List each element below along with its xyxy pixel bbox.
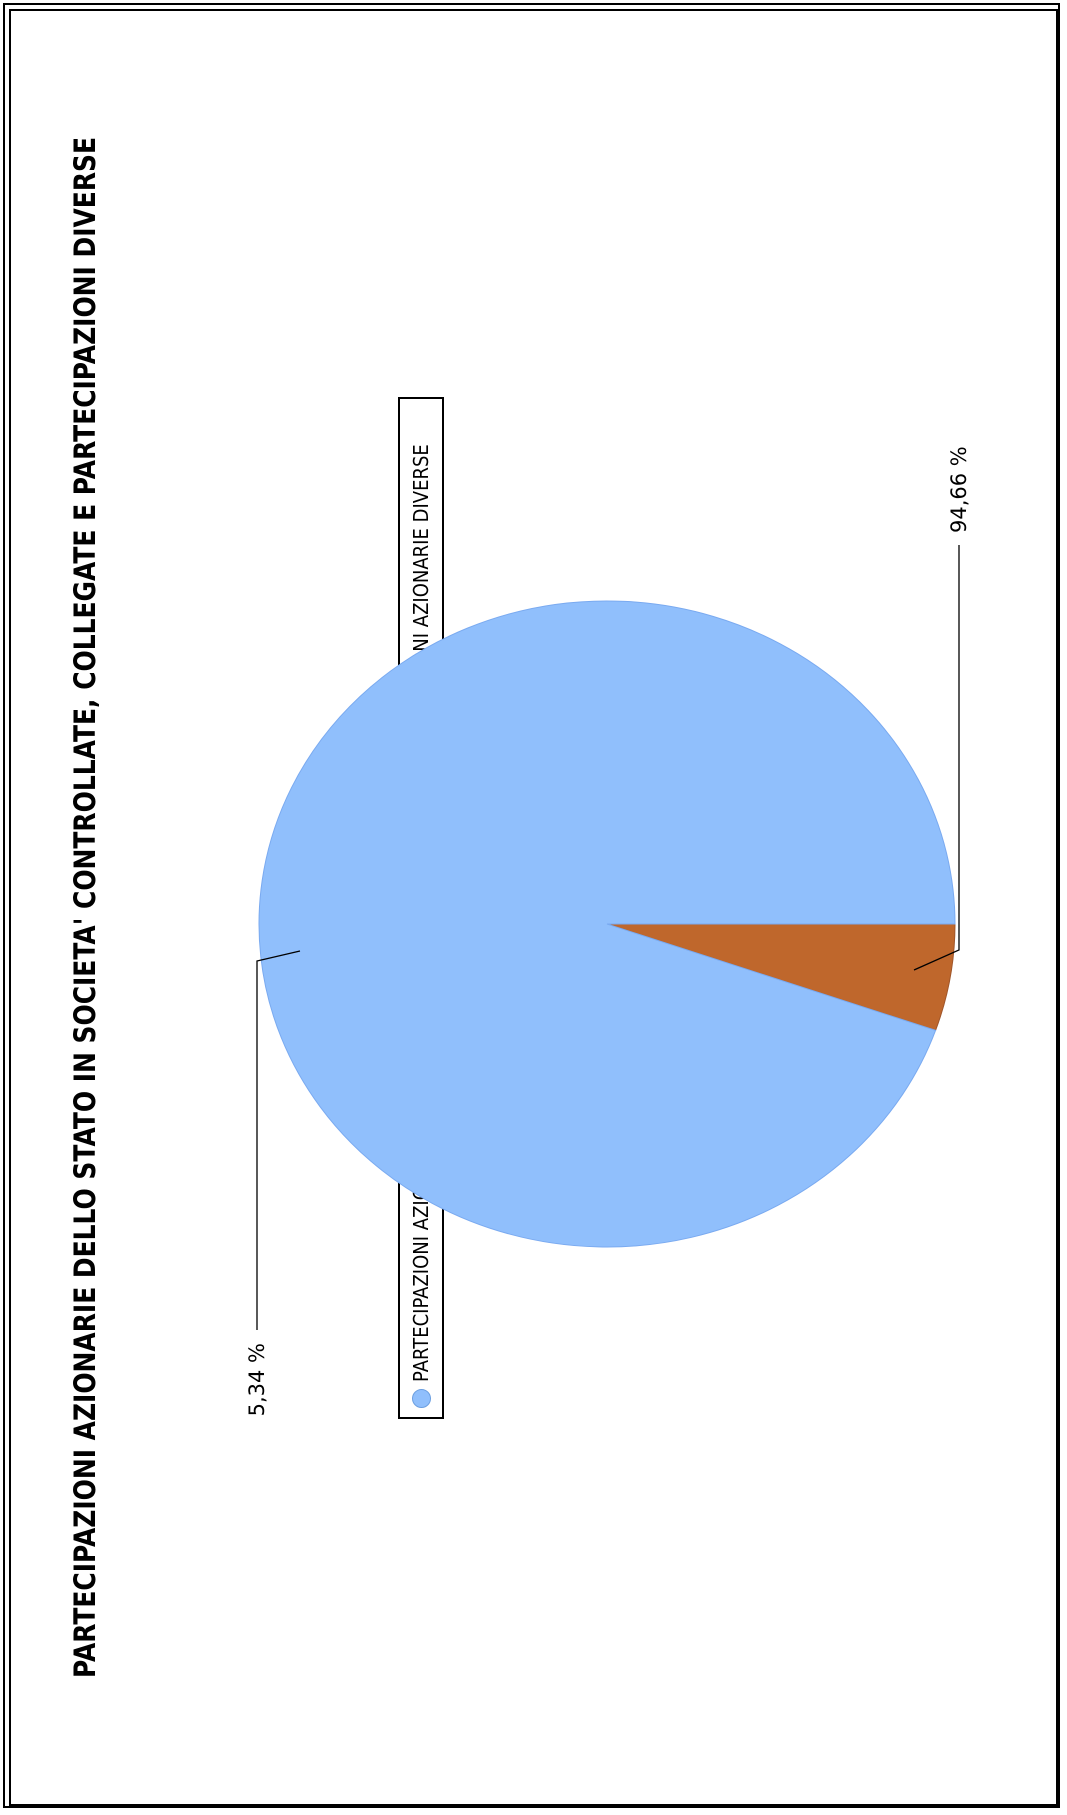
pie-slice-controllate (258, 600, 956, 1248)
data-label-diverse: 5,34 % (245, 1343, 269, 1416)
outer-border (3, 3, 1060, 1808)
inner-border (9, 9, 1058, 1806)
data-label-controllate: 94,66 % (947, 446, 971, 533)
leader-line-diverse (256, 950, 301, 1330)
leader-line-controllate (913, 545, 960, 971)
